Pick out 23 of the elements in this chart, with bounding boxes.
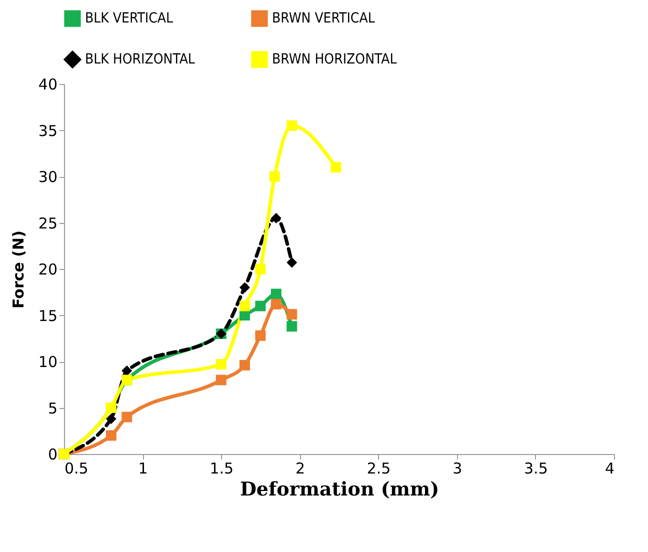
x-tick-label: 2 xyxy=(295,460,305,478)
y-tick-label: 40 xyxy=(38,76,58,94)
x-tick-label: 1 xyxy=(138,460,148,478)
x-tick-label: 3.5 xyxy=(524,460,548,478)
legend-label: BRWN VERTICAL xyxy=(272,10,375,27)
x-tick-label: 3 xyxy=(452,460,462,478)
y-tick-label: 35 xyxy=(38,122,58,140)
y-axis-title: Force (N) xyxy=(9,230,28,308)
y-tick-label: 10 xyxy=(38,353,58,371)
x-axis-title: Deformation (mm) xyxy=(240,478,440,500)
y-tick-label: 25 xyxy=(38,214,58,232)
legend-label: BRWN HORIZONTAL xyxy=(272,52,397,68)
legend-label: BLK HORIZONTAL xyxy=(85,52,195,68)
legend-label: BLK VERTICAL xyxy=(85,10,174,27)
x-tick-label: 0.5 xyxy=(64,460,88,478)
y-tick-label: 30 xyxy=(38,168,58,186)
x-tick-label: 1.5 xyxy=(210,460,234,478)
y-tick-label: 15 xyxy=(38,306,58,325)
x-tick-label: 4 xyxy=(604,460,614,478)
x-tick-label: 2.5 xyxy=(366,460,391,478)
y-tick-label: 20 xyxy=(38,260,58,278)
y-tick-label: 0 xyxy=(48,446,58,464)
y-tick-label: 5 xyxy=(48,399,58,418)
